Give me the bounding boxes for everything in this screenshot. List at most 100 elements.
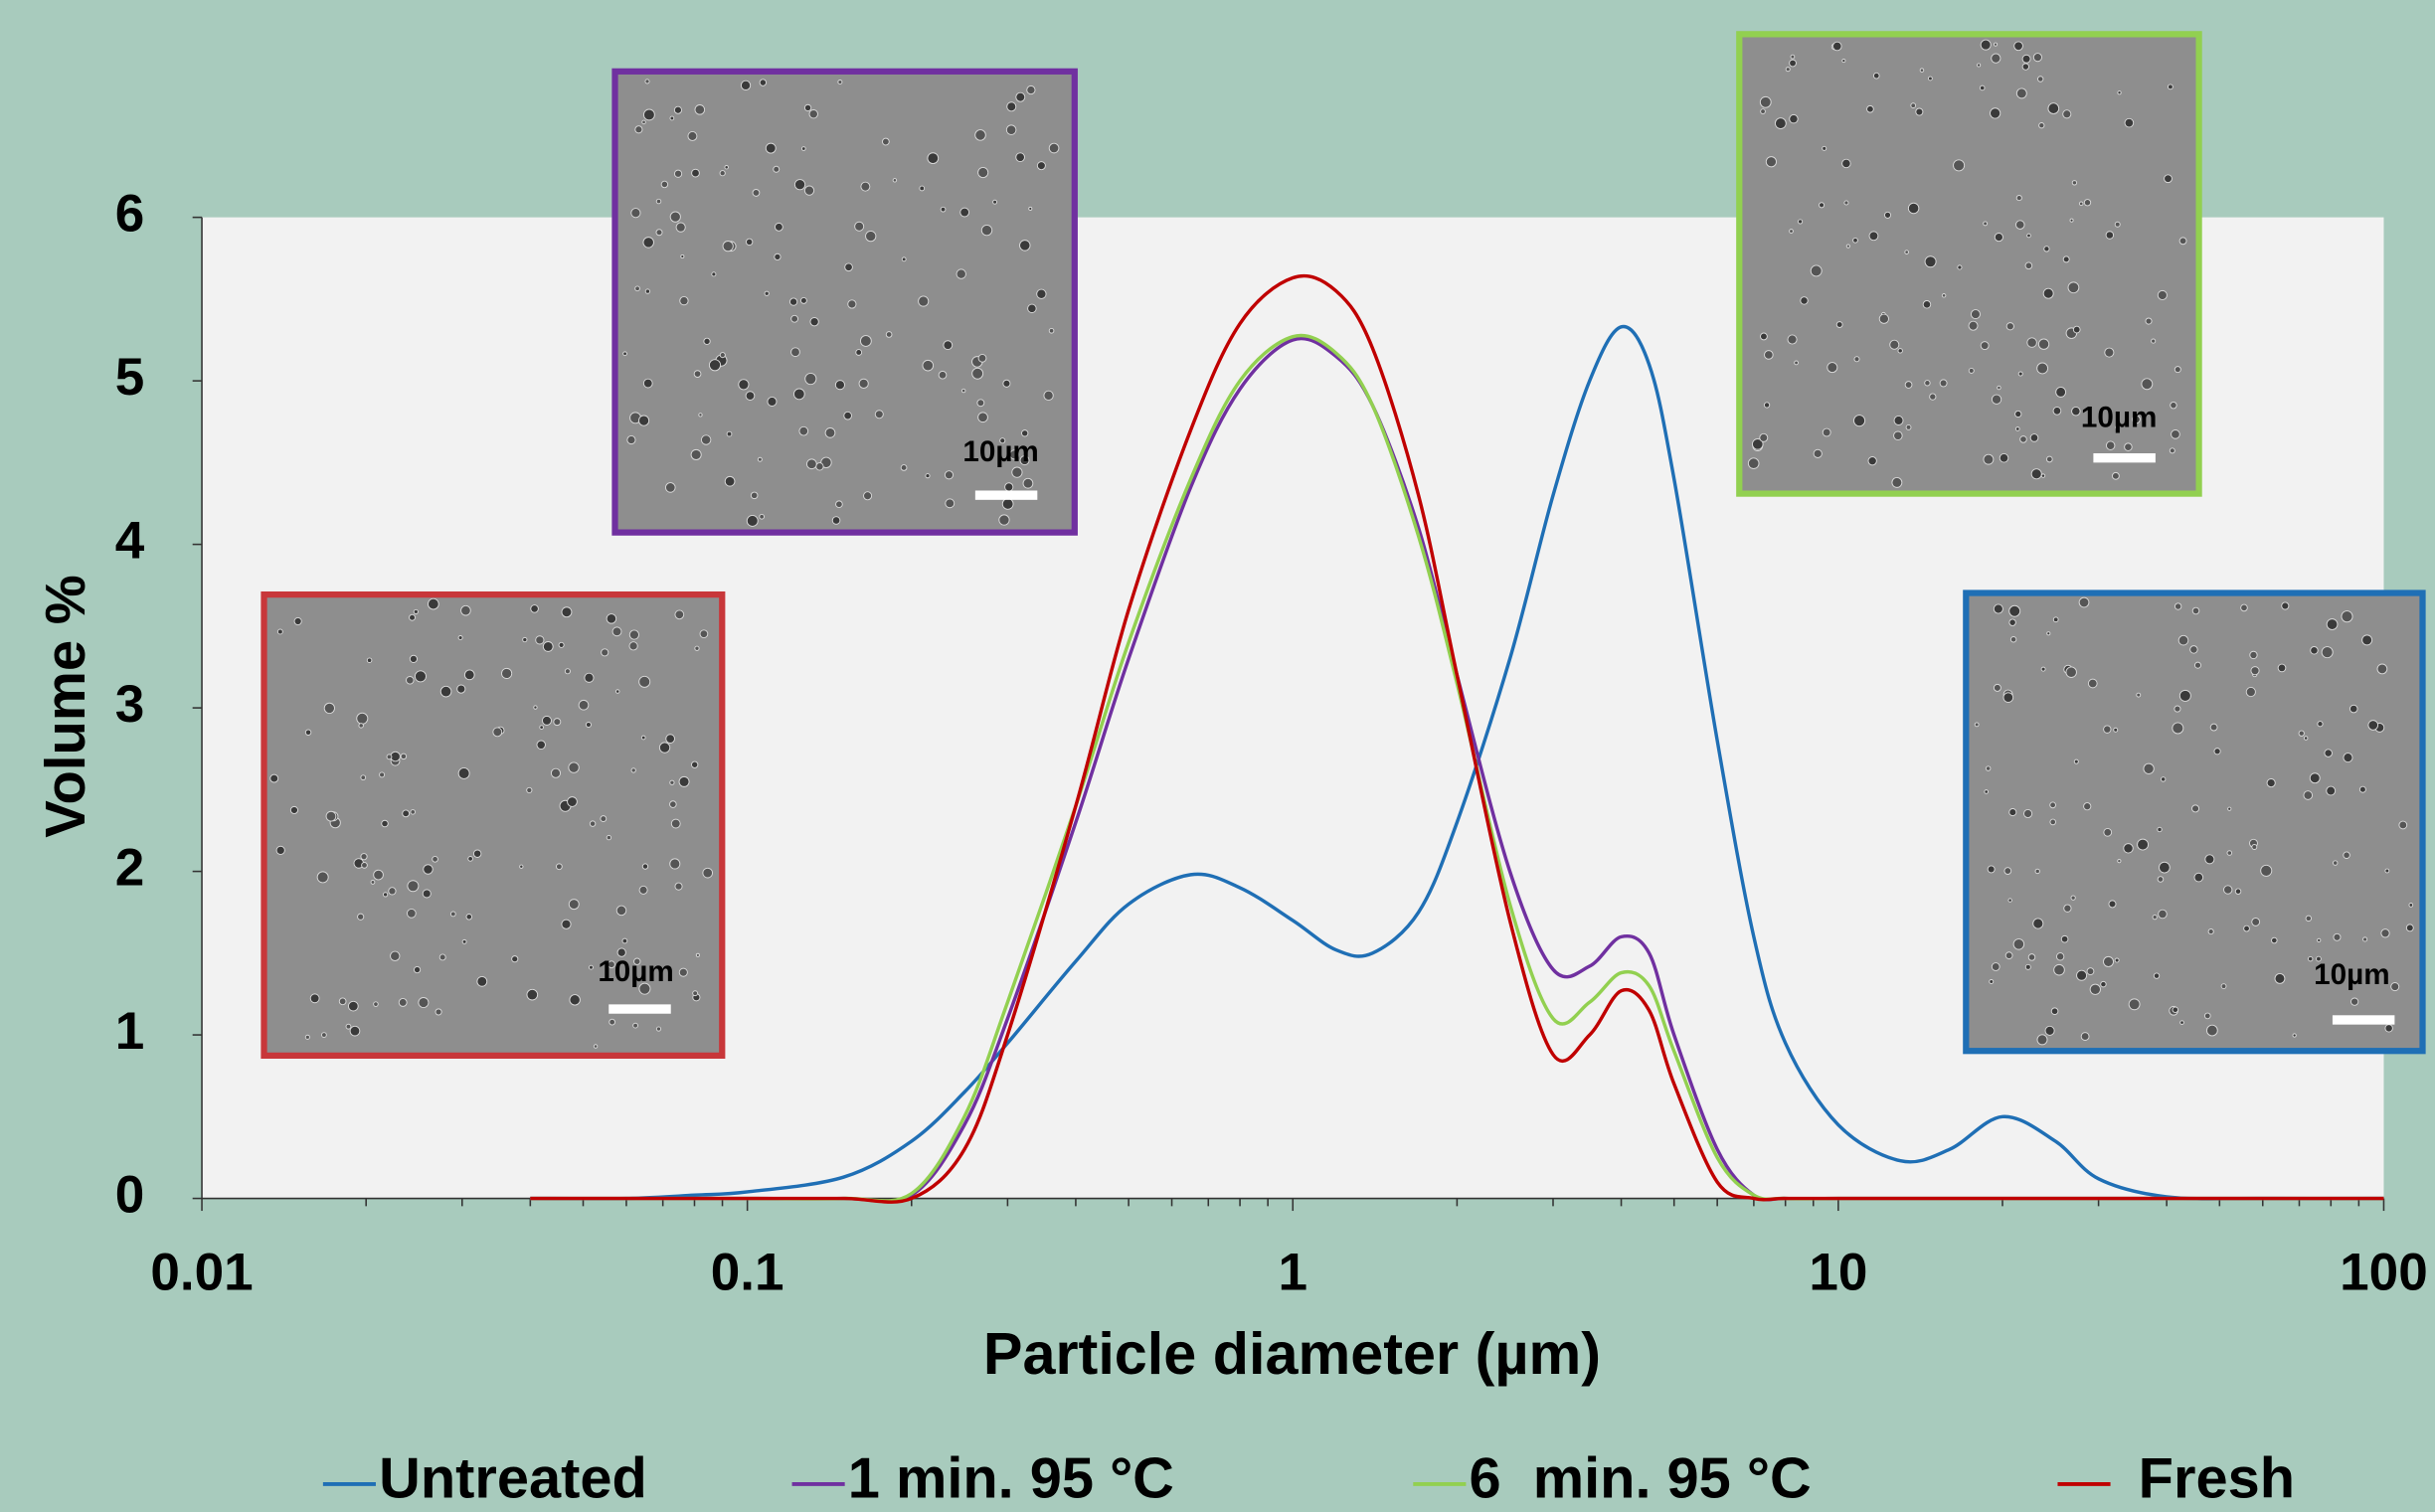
particle	[2123, 843, 2134, 854]
particle	[638, 415, 650, 426]
particle	[918, 295, 930, 307]
particle	[669, 211, 681, 223]
particle	[2245, 686, 2256, 698]
particle	[1832, 41, 1842, 52]
particle	[703, 337, 711, 345]
particle	[2220, 983, 2227, 990]
particle	[669, 800, 677, 808]
particle	[690, 448, 702, 460]
particle	[2008, 604, 2021, 617]
particle	[1004, 482, 1014, 492]
particle	[881, 137, 890, 146]
particle	[304, 729, 312, 736]
particle	[1853, 356, 1860, 363]
particle	[2005, 322, 2014, 331]
particle	[568, 761, 580, 773]
particle	[2027, 953, 2036, 961]
particle	[413, 965, 422, 974]
particle	[708, 359, 722, 372]
particle	[472, 849, 482, 858]
particle	[1764, 350, 1774, 360]
particle	[2240, 603, 2248, 612]
particle	[1970, 309, 1981, 320]
particle	[2274, 972, 2286, 984]
particle	[2333, 932, 2342, 941]
particle	[943, 340, 954, 351]
particle	[1800, 296, 1809, 305]
particle	[1009, 449, 1020, 460]
particle	[2032, 53, 2042, 63]
micrograph: 10µm	[611, 68, 1078, 536]
particle	[1841, 59, 1846, 64]
particle	[2115, 424, 2120, 430]
particle	[423, 864, 434, 875]
particle	[1790, 54, 1796, 60]
particle	[2251, 918, 2261, 926]
x-tick-label: 0.01	[150, 1244, 253, 1302]
particle	[977, 166, 989, 179]
particle	[2049, 818, 2057, 826]
particle	[698, 413, 703, 418]
particle	[1904, 250, 1909, 254]
particle	[2015, 220, 2025, 230]
particle	[614, 689, 620, 694]
particle	[2036, 362, 2049, 375]
particle	[805, 458, 817, 470]
particle	[2117, 90, 2122, 95]
particle	[900, 464, 908, 471]
particle	[1928, 76, 1933, 82]
particle	[1868, 231, 1879, 242]
particle	[824, 427, 836, 438]
particle	[600, 815, 608, 822]
particle	[1015, 91, 1026, 102]
particle	[533, 705, 538, 710]
particle	[461, 938, 467, 944]
particle	[642, 378, 653, 389]
particle	[558, 641, 565, 648]
particle	[449, 911, 456, 918]
particle	[2317, 721, 2324, 728]
particle	[542, 715, 552, 726]
particle	[2384, 868, 2390, 874]
particle	[519, 864, 524, 869]
particle	[2053, 963, 2065, 976]
particle	[673, 169, 683, 178]
particle	[1957, 264, 1963, 270]
particle	[593, 1044, 599, 1049]
particle	[843, 411, 852, 420]
particle	[699, 629, 709, 639]
particle	[356, 712, 369, 725]
particle	[1026, 84, 1036, 95]
particle	[2303, 790, 2314, 800]
y-tick-label: 1	[115, 1002, 145, 1061]
series-line	[530, 324, 2384, 1201]
particle	[2226, 850, 2233, 856]
particle	[752, 189, 761, 197]
particle	[633, 957, 641, 965]
particle	[642, 237, 654, 249]
particle	[644, 79, 650, 84]
particle	[2023, 808, 2033, 819]
particle	[2014, 410, 2022, 419]
y-tick-label: 3	[115, 675, 145, 734]
particle	[1991, 53, 2001, 64]
particle	[1763, 402, 1771, 409]
micrograph-image	[261, 590, 726, 1060]
particle	[2008, 808, 2017, 817]
particle	[2260, 864, 2273, 877]
particle	[2361, 634, 2373, 646]
particle	[2049, 801, 2056, 809]
particle	[628, 629, 639, 640]
particle	[2124, 117, 2135, 128]
legend-label: Untreated	[379, 1447, 647, 1511]
particle	[1997, 385, 2001, 391]
particle	[1904, 381, 1913, 389]
particle	[2017, 371, 2023, 377]
particle	[2076, 969, 2088, 981]
particle	[2157, 826, 2163, 833]
particle	[740, 80, 752, 90]
particle	[2203, 1012, 2211, 1020]
particle	[1980, 39, 1992, 51]
particle	[774, 252, 782, 261]
particle	[2292, 1033, 2297, 1038]
